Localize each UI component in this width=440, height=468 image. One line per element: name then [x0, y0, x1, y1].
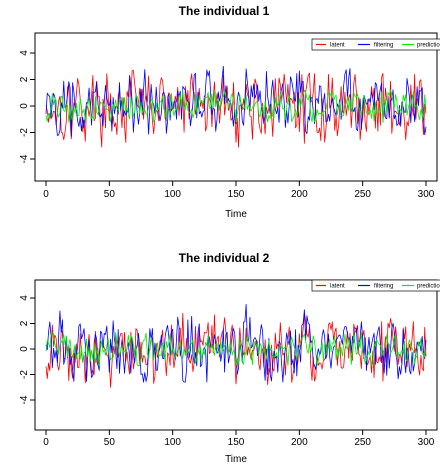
legend-label-prediction: prediction: [417, 43, 440, 49]
y-tick-label: 4: [19, 50, 30, 56]
y-tick-label: 0: [19, 346, 30, 352]
legend: latent filtering prediction: [311, 38, 440, 51]
legend-box: [311, 38, 440, 51]
y-tick-label: -2: [19, 128, 30, 137]
legend: latent filtering prediction: [311, 279, 440, 292]
x-tick-label: 200: [291, 189, 308, 200]
x-tick-label: 150: [228, 189, 245, 200]
y-tick-label: -4: [19, 154, 30, 163]
x-tick-label: 250: [354, 189, 371, 200]
x-tick-label: 50: [104, 437, 116, 448]
y-tick-label: -4: [19, 395, 30, 404]
y-axis: -4 -2 0 2 4: [19, 295, 36, 404]
legend-label-filtering: filtering: [374, 43, 393, 49]
panel-1: The individual 1 latent filtering predic…: [19, 4, 440, 220]
x-tick-label: 150: [228, 437, 245, 448]
panel-2: The individual 2 latent filtering predic…: [19, 251, 440, 465]
y-tick-label: -2: [19, 370, 30, 379]
x-tick-label: 250: [354, 437, 371, 448]
series-latent-line: [45, 70, 427, 148]
legend-label-filtering: filtering: [374, 284, 393, 290]
series-filtering-line: [45, 65, 427, 137]
x-tick-label: 50: [104, 189, 116, 200]
legend-label-prediction: prediction: [417, 284, 440, 290]
y-tick-label: 2: [19, 76, 30, 82]
x-tick-label: 200: [291, 437, 308, 448]
y-axis: -4 -2 0 2 4: [19, 50, 36, 163]
series-filtering-line: [45, 303, 427, 383]
x-tick-label: 300: [418, 437, 435, 448]
x-tick-label: 0: [43, 437, 49, 448]
y-tick-label: 0: [19, 103, 30, 109]
x-axis: 0 50 100 150 200 250 300: [43, 180, 435, 200]
x-axis-label: Time: [225, 454, 247, 465]
series-prediction-line: [45, 89, 427, 123]
x-tick-label: 100: [164, 437, 181, 448]
x-axis: 0 50 100 150 200 250 300: [43, 429, 435, 448]
x-tick-label: 100: [164, 189, 181, 200]
chart-title: The individual 2: [179, 251, 270, 265]
legend-box: [311, 279, 440, 292]
x-axis-label: Time: [225, 209, 247, 220]
y-tick-label: 4: [19, 295, 30, 301]
series-prediction-line: [45, 332, 427, 366]
series-lines: [45, 303, 427, 388]
x-tick-label: 0: [43, 189, 49, 200]
legend-label-latent: latent: [330, 43, 345, 49]
legend-label-latent: latent: [330, 284, 345, 290]
y-tick-label: 2: [19, 320, 30, 326]
series-lines: [45, 65, 427, 148]
chart-title: The individual 1: [179, 4, 270, 18]
x-tick-label: 300: [418, 189, 435, 200]
